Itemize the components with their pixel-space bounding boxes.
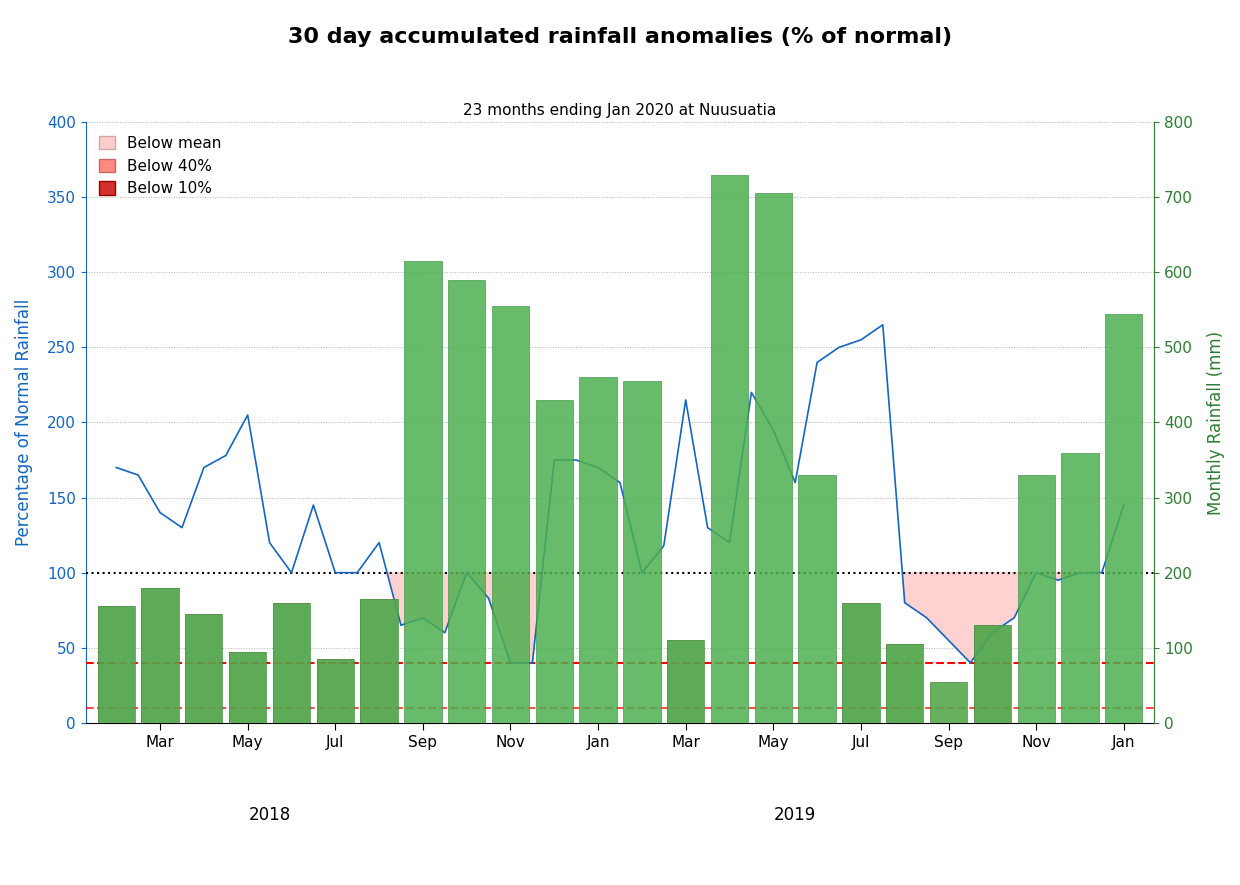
Bar <box>361 599 398 723</box>
Y-axis label: Percentage of Normal Rainfall: Percentage of Normal Rainfall <box>15 299 33 546</box>
Title: 23 months ending Jan 2020 at Nuusuatia: 23 months ending Jan 2020 at Nuusuatia <box>464 103 776 118</box>
Bar <box>273 603 310 723</box>
Bar <box>1061 452 1099 723</box>
Bar <box>842 603 879 723</box>
Bar <box>887 644 924 723</box>
Bar <box>624 381 661 723</box>
Text: 2018: 2018 <box>248 805 290 824</box>
Bar <box>887 644 924 723</box>
Y-axis label: Monthly Rainfall (mm): Monthly Rainfall (mm) <box>1207 330 1225 514</box>
Bar <box>141 588 179 723</box>
Bar <box>930 681 967 723</box>
Text: 2019: 2019 <box>774 805 816 824</box>
Bar <box>536 400 573 723</box>
Text: 30 day accumulated rainfall anomalies (% of normal): 30 day accumulated rainfall anomalies (%… <box>288 27 952 47</box>
Bar <box>799 475 836 723</box>
Bar <box>711 174 748 723</box>
Bar <box>842 603 879 723</box>
Bar <box>579 377 616 723</box>
Bar <box>755 194 792 723</box>
Bar <box>273 603 310 723</box>
Bar <box>229 651 267 723</box>
Bar <box>141 588 179 723</box>
Bar <box>229 651 267 723</box>
Bar <box>1105 313 1142 723</box>
Bar <box>185 614 222 723</box>
Bar <box>930 681 967 723</box>
Bar <box>316 659 353 723</box>
Bar <box>185 614 222 723</box>
Bar <box>1018 475 1055 723</box>
Bar <box>667 640 704 723</box>
Legend: Below mean, Below 40%, Below 10%: Below mean, Below 40%, Below 10% <box>93 130 227 203</box>
Bar <box>404 261 441 723</box>
Bar <box>973 626 1011 723</box>
Bar <box>316 659 353 723</box>
Bar <box>98 606 135 723</box>
Bar <box>492 306 529 723</box>
Bar <box>448 280 485 723</box>
Bar <box>973 626 1011 723</box>
Bar <box>667 640 704 723</box>
Bar <box>98 606 135 723</box>
Bar <box>361 599 398 723</box>
